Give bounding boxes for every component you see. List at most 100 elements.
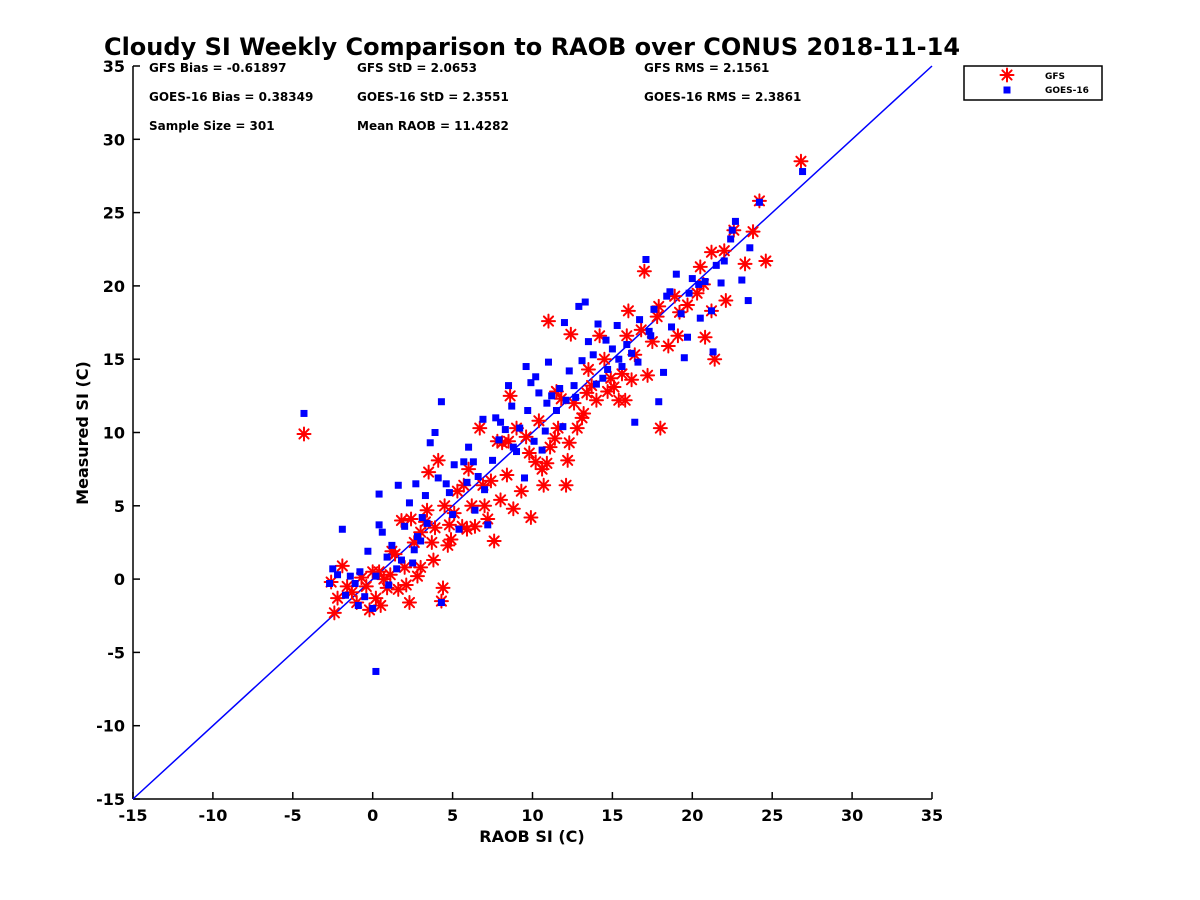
goes16-point: [410, 546, 418, 554]
goes16-point: [695, 280, 703, 288]
goes16-point: [530, 437, 538, 445]
gfs-point: [531, 413, 547, 429]
sample-size-text: Sample Size = 301: [149, 119, 275, 133]
goes16-point: [559, 423, 567, 431]
goes16-point: [615, 355, 623, 363]
goes16-point: [401, 522, 409, 530]
goes16-point: [707, 307, 715, 315]
goes16-point: [613, 321, 621, 329]
goes16-point: [642, 256, 650, 264]
goes16-point: [417, 537, 425, 545]
goes16-point: [746, 244, 754, 252]
gfs-point: [697, 329, 713, 345]
goes16-point: [346, 572, 354, 580]
goes16-point: [631, 418, 639, 426]
goes16-point: [527, 379, 535, 387]
goes16-point: [685, 289, 693, 297]
goes16-point: [738, 276, 746, 284]
gfs-point: [758, 253, 774, 269]
gfs-point: [499, 467, 515, 483]
gfs-point: [441, 517, 457, 533]
goes16-point: [575, 302, 583, 310]
goes16-point: [421, 492, 429, 500]
stats-annotations: GFS Bias = -0.61897 GFS StD = 2.0653 GFS…: [149, 61, 801, 133]
goes16-point: [744, 297, 752, 305]
gfs-point: [334, 558, 350, 574]
goes16-point: [383, 553, 391, 561]
gfs-point: [435, 580, 451, 596]
gfs-point: [373, 597, 389, 613]
gfs-point: [620, 303, 636, 319]
gfs-point: [569, 420, 585, 436]
goes16-point: [334, 571, 342, 579]
x-axis-label: RAOB SI (C): [479, 827, 584, 846]
goes16-point: [684, 333, 692, 341]
legend-box: [963, 65, 1103, 101]
goes16-point: [709, 348, 717, 356]
gfs-point: [560, 452, 576, 468]
gfs-point: [600, 383, 616, 399]
goes16-point: [556, 385, 564, 393]
goes16-point: [696, 314, 704, 322]
goes16-point: [412, 480, 420, 488]
goes16-point: [717, 279, 725, 287]
goes16-point: [469, 458, 477, 466]
y-tick-label: 10: [103, 424, 125, 443]
goes16-point: [449, 511, 457, 519]
goes16-point: [535, 389, 543, 397]
goes16-point: [516, 424, 524, 432]
goes16-point: [663, 292, 671, 300]
gfs-point: [493, 492, 509, 508]
goes16-point: [375, 521, 383, 529]
gfs-point: [326, 605, 342, 621]
goes16-point: [492, 414, 500, 422]
goes16-point: [300, 409, 308, 417]
goes16-point: [385, 581, 393, 589]
gfs-point: [793, 153, 809, 169]
goes16-point: [437, 398, 445, 406]
gfs-point: [419, 502, 435, 518]
goes16-point: [560, 319, 568, 327]
goes16-point: [489, 456, 497, 464]
gfs-point: [521, 445, 537, 461]
goes16-point: [437, 599, 445, 607]
gfs-point: [425, 552, 441, 568]
gfs-point: [606, 379, 622, 395]
goes16-point: [650, 305, 658, 313]
goes16-point: [378, 528, 386, 536]
goes16-point: [589, 351, 597, 359]
goes16-point: [668, 323, 676, 331]
goes16-point: [505, 382, 513, 390]
gfs-point: [483, 473, 499, 489]
goes16-point: [388, 541, 396, 549]
goes16-point: [647, 332, 655, 340]
legend-gfs-asterisk: [999, 67, 1015, 83]
goes16-point: [541, 427, 549, 435]
y-tick-label: -10: [96, 717, 125, 736]
gfs-point: [339, 578, 355, 594]
y-axis-label: Measured SI (C): [73, 361, 92, 505]
gfs-point: [716, 243, 732, 259]
goes16-point: [532, 373, 540, 381]
gfs-point: [413, 559, 429, 575]
goes16-point: [481, 486, 489, 494]
gfs-point: [640, 367, 656, 383]
goes16-point: [465, 443, 473, 451]
gfs-point: [692, 259, 708, 275]
goes16-point: [701, 278, 709, 286]
y-tick-label: 15: [103, 350, 125, 369]
goes16-point: [755, 198, 763, 206]
goes16-point: [460, 458, 468, 466]
gfs-point: [502, 388, 518, 404]
goes16-point: [608, 345, 616, 353]
x-tick-label: 20: [681, 806, 703, 825]
gfs-point: [670, 328, 686, 344]
goes16-bias-text: GOES-16 Bias = 0.38349: [149, 90, 313, 104]
gfs-point: [472, 420, 488, 436]
goes16-point: [672, 270, 680, 278]
goes16-point: [680, 354, 688, 362]
y-tick-label: -5: [107, 643, 125, 662]
gfs-point: [449, 483, 465, 499]
goes16-point: [426, 439, 434, 447]
legend: GFS GOES-16: [963, 65, 1103, 101]
